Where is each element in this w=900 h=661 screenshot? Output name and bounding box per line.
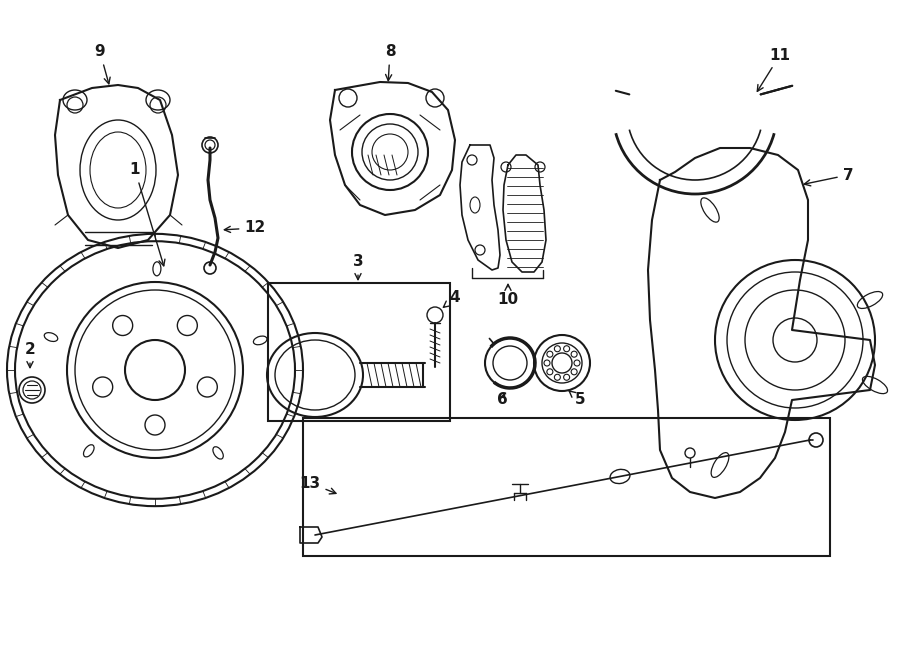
- Text: 11: 11: [757, 48, 790, 91]
- Text: 7: 7: [805, 167, 853, 186]
- Bar: [268, 283, 450, 421]
- Text: 5: 5: [569, 391, 585, 407]
- Text: 2: 2: [24, 342, 35, 368]
- Text: 9: 9: [94, 44, 110, 84]
- Text: 10: 10: [498, 284, 518, 307]
- Text: 6: 6: [497, 393, 508, 407]
- Text: 3: 3: [353, 254, 364, 280]
- Text: 13: 13: [300, 475, 336, 494]
- Text: 4: 4: [444, 290, 460, 307]
- Text: 8: 8: [384, 44, 395, 81]
- Bar: [303, 418, 830, 556]
- Text: 12: 12: [224, 221, 266, 235]
- Text: 1: 1: [130, 163, 165, 266]
